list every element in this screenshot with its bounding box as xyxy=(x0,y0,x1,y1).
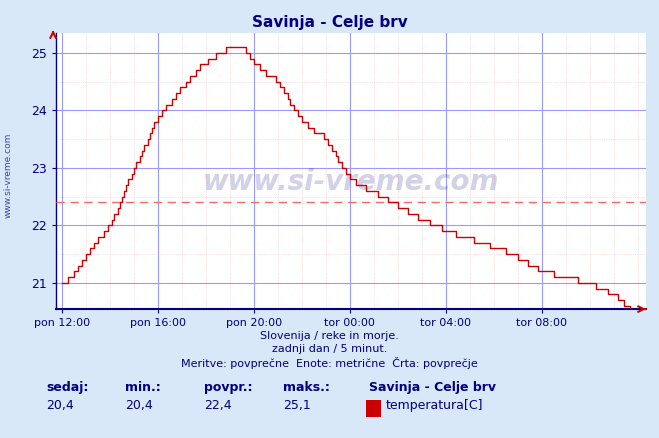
Text: www.si-vreme.com: www.si-vreme.com xyxy=(3,133,13,218)
Text: Slovenija / reke in morje.: Slovenija / reke in morje. xyxy=(260,331,399,341)
Text: povpr.:: povpr.: xyxy=(204,381,253,394)
Text: 20,4: 20,4 xyxy=(125,399,153,412)
Text: Meritve: povprečne  Enote: metrične  Črta: povprečje: Meritve: povprečne Enote: metrične Črta:… xyxy=(181,357,478,369)
Text: min.:: min.: xyxy=(125,381,161,394)
Text: zadnji dan / 5 minut.: zadnji dan / 5 minut. xyxy=(272,344,387,354)
Text: Savinja - Celje brv: Savinja - Celje brv xyxy=(252,15,407,30)
Text: 20,4: 20,4 xyxy=(46,399,74,412)
Text: 25,1: 25,1 xyxy=(283,399,311,412)
Text: Savinja - Celje brv: Savinja - Celje brv xyxy=(369,381,496,394)
Text: www.si-vreme.com: www.si-vreme.com xyxy=(203,168,499,196)
Text: maks.:: maks.: xyxy=(283,381,330,394)
Text: temperatura[C]: temperatura[C] xyxy=(386,399,484,412)
Text: sedaj:: sedaj: xyxy=(46,381,88,394)
Text: 22,4: 22,4 xyxy=(204,399,232,412)
